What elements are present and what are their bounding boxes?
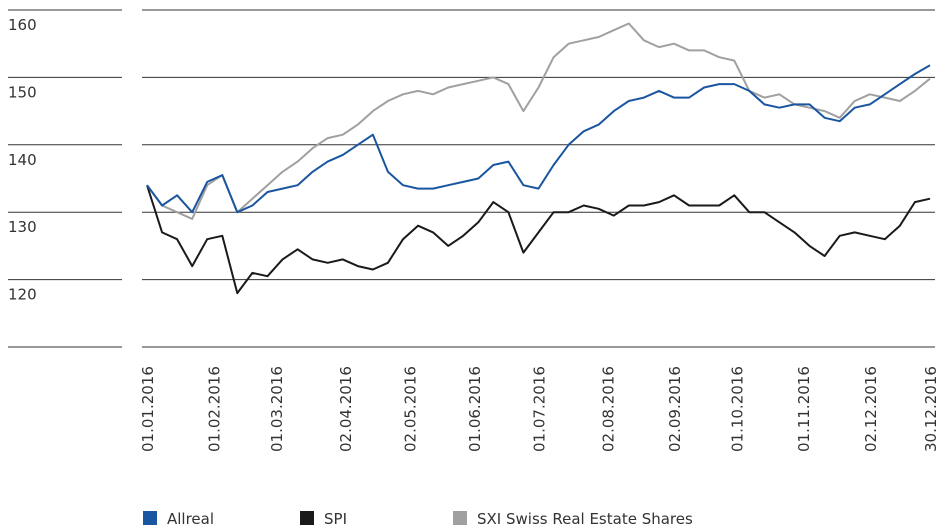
x-tick-label: 01.06.2016 — [466, 366, 484, 452]
x-tick-label: 02.08.2016 — [599, 366, 617, 452]
legend-label: Allreal — [167, 510, 214, 528]
legend-label: SPI — [324, 510, 347, 528]
y-tick-label: 150 — [8, 83, 37, 101]
series-line — [146, 22, 931, 220]
legend-label: SXI Swiss Real Estate Shares — [477, 510, 693, 528]
legend-swatch — [300, 511, 314, 525]
x-tick-label: 01.02.2016 — [206, 366, 224, 452]
y-tick-label: 160 — [8, 16, 37, 34]
x-tick-label: 01.10.2016 — [728, 366, 746, 452]
legend-swatch — [453, 511, 467, 525]
x-tick-label: 02.12.2016 — [862, 366, 880, 452]
x-tick-label: 30.12.2016 — [922, 366, 940, 452]
x-tick-label: 02.04.2016 — [337, 366, 355, 452]
x-tick-label: 01.07.2016 — [531, 366, 549, 452]
series-line — [146, 184, 931, 295]
y-tick-label: 130 — [8, 218, 37, 236]
legend-swatch — [143, 511, 157, 525]
y-tick-label: 140 — [8, 151, 37, 169]
x-tick-label: 02.05.2016 — [401, 366, 419, 452]
x-tick-label: 01.01.2016 — [139, 366, 157, 452]
x-tick-label: 01.11.2016 — [795, 366, 813, 452]
x-tick-label: 01.03.2016 — [268, 366, 286, 452]
x-tick-label: 02.09.2016 — [666, 366, 684, 452]
series-line — [146, 64, 931, 214]
y-tick-label: 120 — [8, 286, 37, 304]
